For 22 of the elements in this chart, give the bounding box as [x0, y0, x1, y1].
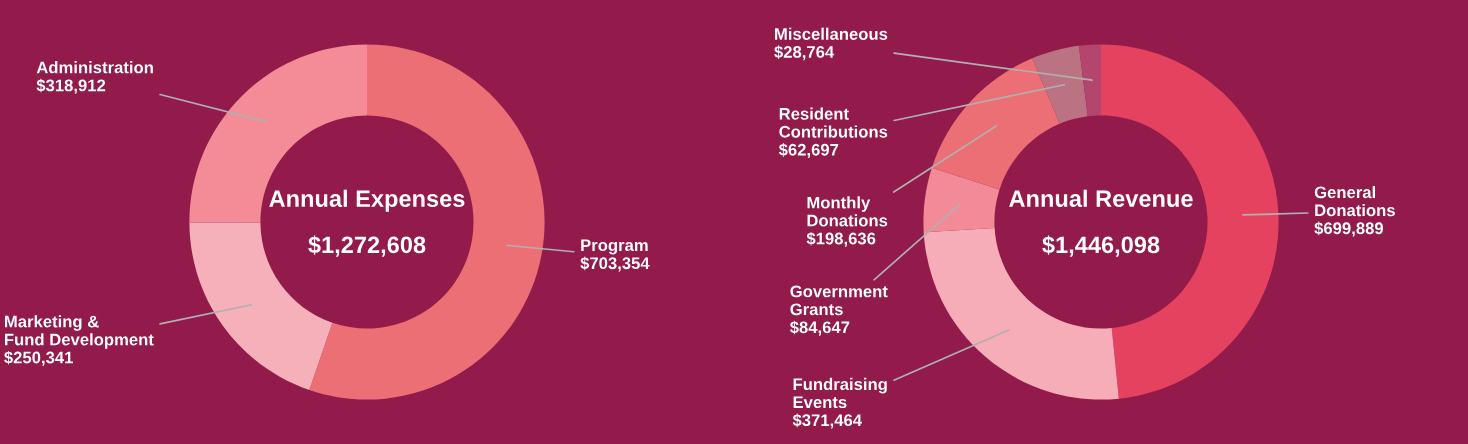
data-label: $250,341 — [4, 350, 73, 366]
slice-label: Miscellaneous — [775, 27, 888, 40]
slice-label: Administration — [36, 61, 153, 74]
data-label: $84,647 — [789, 320, 850, 336]
text: $1,272,608 — [308, 235, 426, 257]
data-label: $318,912 — [36, 78, 106, 94]
data-label: $198,636 — [806, 231, 876, 247]
text: $1,446,098 — [1042, 235, 1160, 257]
text: Annual Expenses — [269, 189, 465, 212]
slice-label: Program — [581, 239, 648, 255]
data-label: $371,464 — [792, 413, 862, 429]
text: Annual Revenue — [1009, 189, 1193, 208]
data-label: $62,697 — [778, 143, 839, 159]
slice-label: Resident Contributions — [779, 107, 888, 138]
slice-label: General Donations — [1314, 186, 1395, 217]
slice-label: Fundraising Events — [793, 377, 887, 409]
data-label: $699,889 — [1314, 221, 1384, 237]
slice-label: Government Grants — [790, 285, 888, 316]
data-label: $703,354 — [580, 256, 650, 272]
data-label: $28,764 — [774, 45, 835, 61]
slice-label: Marketing & Fund Development — [5, 315, 154, 349]
slice-label: Monthly Donations — [807, 196, 888, 227]
